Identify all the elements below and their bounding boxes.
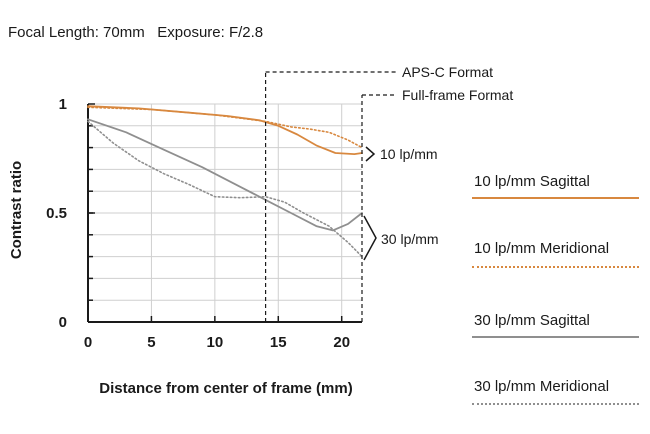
series-line-0 — [87, 105, 363, 155]
legend-line-30-sagittal — [472, 336, 639, 338]
series-layer — [87, 105, 363, 258]
legend-line-30-meridional — [472, 403, 639, 405]
x-tick-label: 0 — [84, 334, 92, 351]
aps-c-label: APS-C Format — [402, 64, 493, 80]
bracket-30-label: 30 lp/mm — [381, 231, 439, 247]
x-tick-label: 15 — [270, 334, 287, 351]
bracket-30 — [363, 215, 377, 261]
y-tick-label: 0 — [59, 314, 67, 331]
bracket-10 — [365, 146, 376, 162]
legend-line-10-sagittal — [472, 197, 639, 199]
focal-length-label: Focal Length: 70mm — [8, 24, 145, 41]
axis-layer: 0 5 10 15 20 0 0.5 1 — [46, 96, 362, 351]
legend-label-10-sagittal: 10 lp/mm Sagittal — [474, 173, 590, 190]
x-tick-label: 20 — [333, 334, 350, 351]
legend-line-10-meridional — [472, 266, 639, 268]
x-tick-label: 5 — [147, 334, 155, 351]
legend-label-30-sagittal: 30 lp/mm Sagittal — [474, 312, 590, 329]
series-line-3 — [87, 120, 363, 258]
legend-label-30-meridional: 30 lp/mm Meridional — [474, 378, 610, 395]
annotation-layer: APS-C Format Full-frame Format 10 lp/mm 30 … — [264, 64, 513, 322]
full-frame-label: Full-frame Format — [402, 87, 513, 103]
grid-layer — [88, 103, 362, 322]
bracket-10-label: 10 lp/mm — [380, 146, 438, 162]
legend-label-10-meridional: 10 lp/mm Meridional — [474, 240, 610, 257]
y-axis-label: Contrast ratio — [8, 161, 25, 259]
chart-header: Focal Length: 70mm Exposure: F/2.8 — [8, 24, 263, 41]
y-tick-label: 1 — [59, 96, 67, 113]
series-line-1 — [87, 106, 363, 149]
y-tick-label: 0.5 — [46, 205, 67, 222]
x-tick-label: 10 — [207, 334, 224, 351]
series-line-2 — [87, 118, 363, 232]
exposure-label: Exposure: F/2.8 — [157, 24, 264, 41]
x-axis-label: Distance from center of frame (mm) — [99, 380, 352, 397]
